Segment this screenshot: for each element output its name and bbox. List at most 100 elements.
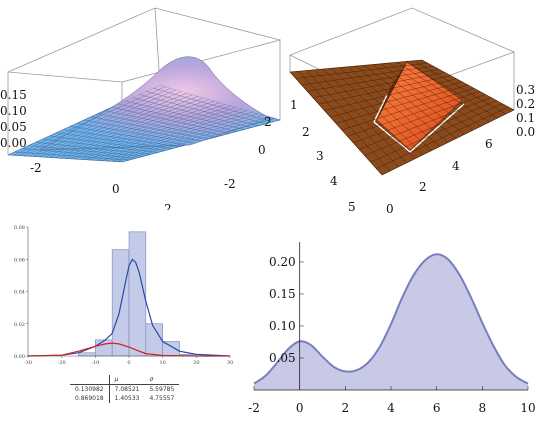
x-tick: 6 — [485, 137, 493, 151]
mesh-line — [111, 107, 230, 134]
mesh-line — [118, 103, 237, 132]
mesh-line — [90, 110, 248, 161]
mesh-line — [397, 62, 490, 123]
x-tick-label: 10 — [159, 360, 165, 365]
mesh-line — [96, 111, 253, 161]
y-tick: 4 — [330, 174, 338, 188]
mesh-line — [341, 87, 474, 131]
x-tick-label: 0 — [127, 360, 130, 365]
x-tick: 2 — [164, 202, 172, 210]
mesh-line — [125, 100, 245, 130]
mixture-parameter-table: μ σ 0.130982 7.08521 5.59785 0.869018 1.… — [70, 375, 180, 403]
mesh-line — [146, 91, 266, 125]
mesh-line — [75, 105, 231, 160]
mesh-line — [405, 61, 498, 119]
mesh-line — [104, 110, 223, 136]
mesh-line — [85, 108, 242, 160]
y-tick-label: 0.08 — [14, 225, 25, 231]
x-tick: 0 — [112, 182, 120, 196]
z-tick: 0.10 — [0, 104, 27, 118]
x-tick-label: 30 — [227, 360, 233, 365]
y-tick: 5 — [348, 200, 356, 214]
mesh-line — [139, 94, 259, 126]
y-tick: 1 — [290, 98, 298, 112]
x-tick-label: 8 — [479, 401, 487, 415]
x-tick-label: 6 — [433, 401, 441, 415]
x-tick-label: 10 — [520, 401, 535, 415]
x-tick: -2 — [30, 161, 42, 175]
mesh-line — [388, 62, 482, 127]
contour-line — [373, 103, 465, 153]
y-tick-label: 0.15 — [269, 287, 296, 301]
surface-plot-pyramid: 0.3 0.2 0.1 0.0 1 2 3 4 5 0 2 4 6 — [282, 0, 539, 216]
table-cell: 5.59785 — [149, 386, 175, 393]
y-tick-label: 0.00 — [14, 354, 25, 360]
y-tick-label: 0.10 — [269, 319, 296, 333]
mesh-line — [111, 116, 270, 162]
table-row: 0.130982 7.08521 5.59785 — [70, 384, 179, 394]
mesh-line — [70, 103, 226, 160]
mesh-line — [121, 119, 280, 162]
mesh-line — [90, 116, 209, 140]
histogram-chart: -30 -20 -10 0 10 20 30 0.00 0.02 0.04 0.06 0.08 — [14, 225, 233, 366]
table-cell: 7.08521 — [114, 386, 140, 393]
fit-curve-component — [27, 342, 230, 357]
z-tick: 0.05 — [0, 120, 27, 134]
y-tick: -2 — [224, 177, 236, 191]
mesh-line — [358, 97, 492, 150]
histogram-bar — [78, 352, 96, 357]
x-tick: 2 — [419, 180, 427, 194]
y-tick-label: 0.02 — [14, 322, 25, 328]
mesh-line — [83, 119, 202, 142]
mesh-line — [355, 65, 449, 143]
table-cell: 4.75557 — [149, 395, 175, 402]
x-tick: 4 — [452, 159, 460, 173]
y-tick-label: 0.05 — [269, 351, 296, 365]
y-tick-label: 0.20 — [269, 255, 296, 269]
table-row: 0.869018 1.40533 4.75557 — [70, 394, 179, 403]
table-cell: 1.40533 — [114, 395, 140, 402]
mesh-line — [372, 64, 465, 135]
density-area-panel: -2 0 2 4 6 8 10 0.05 0.10 0.15 0.20 — [242, 238, 539, 428]
mesh-line — [347, 91, 480, 137]
y-tick-label: 0.04 — [14, 290, 25, 296]
surface-plot-gaussian-svg: 0.15 0.10 0.05 0.00 -2 0 2 2 0 -2 — [0, 7, 282, 216]
mesh-line — [101, 113, 259, 161]
surface-shadow — [377, 62, 407, 120]
table-header-cell: σ — [144, 375, 180, 385]
histogram-bar — [128, 231, 147, 357]
z-tick: 0.15 — [0, 88, 27, 102]
y-tick: 2 — [302, 125, 310, 139]
histogram-bar — [95, 339, 113, 357]
z-tick: 0.3 — [516, 83, 535, 97]
mesh-line — [353, 94, 486, 144]
surface-plot-pyramid-svg: 0.3 0.2 0.1 0.0 1 2 3 4 5 0 2 4 6 — [289, 7, 535, 216]
mesh-line — [97, 113, 216, 138]
surface-plot-gaussian: 0.15 0.10 0.05 0.00 -2 0 2 2 0 -2 — [0, 0, 290, 216]
x-tick-label: -10 — [91, 360, 99, 365]
table-cell: 0.130982 — [70, 384, 110, 394]
mesh-line — [116, 118, 275, 162]
z-tick: 0.0 — [516, 125, 535, 139]
x-tick: 0 — [386, 202, 394, 215]
area-fill — [254, 254, 528, 390]
contour-line — [373, 94, 388, 123]
mesh-line — [80, 107, 237, 160]
mesh-line — [132, 97, 252, 128]
mesh-line — [364, 100, 497, 156]
x-tick-label: 4 — [387, 401, 395, 415]
y-tick: 0 — [258, 143, 266, 157]
x-tick-label: 2 — [342, 401, 350, 415]
y-tick: 3 — [316, 149, 324, 163]
surface-mesh — [8, 85, 280, 162]
x-tick-label: -30 — [24, 360, 32, 365]
density-area-chart: -2 0 2 4 6 8 10 0.05 0.10 0.15 0.20 — [248, 242, 536, 415]
z-tick: 0.2 — [516, 97, 535, 111]
mesh-line — [370, 103, 503, 163]
y-tick-label: 0.06 — [14, 257, 25, 263]
histogram-bar — [111, 249, 130, 357]
mesh-line — [364, 65, 457, 139]
mesh-line — [376, 106, 509, 169]
mesh-line — [413, 60, 506, 115]
x-tick-label: -2 — [248, 401, 260, 415]
